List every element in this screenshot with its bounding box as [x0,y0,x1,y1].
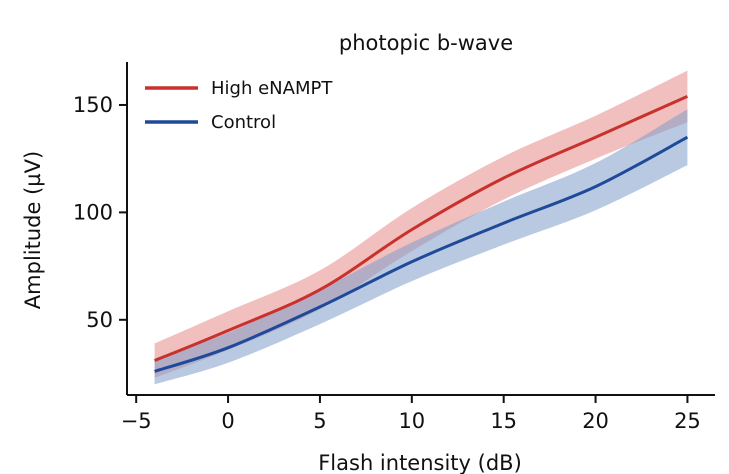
legend-label: High eNAMPT [211,78,333,99]
series-0-line [154,95,689,362]
y-tick-label: 100 [73,200,113,224]
y-ticks: 50 100 150 [73,93,127,332]
y-axis-label: Amplitude (µV) [21,151,45,309]
legend: High eNAMPT Control [145,78,333,133]
x-tick-label: 25 [674,409,701,433]
x-ticks: −5 0 5 10 15 20 25 [121,395,701,433]
x-tick-label: 20 [582,409,609,433]
x-tick-label: −5 [121,409,152,433]
x-tick-label: 5 [313,409,326,433]
series-1-band [154,109,688,385]
y-tick-label: 150 [73,93,113,117]
x-axis-label: Flash intensity (dB) [318,451,522,474]
chart-title: photopic b-wave [339,31,513,55]
x-tick-label: 10 [398,409,425,433]
series-lines [154,95,689,373]
series-1-line [154,135,689,373]
y-tick-label: 50 [86,308,113,332]
x-tick-label: 0 [221,409,234,433]
x-tick-label: 15 [490,409,517,433]
legend-label: Control [211,112,276,133]
